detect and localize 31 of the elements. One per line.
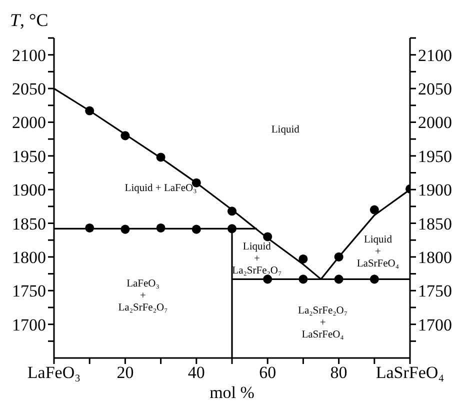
x-tick-label: 80 — [330, 363, 348, 382]
y2-tick-label: 1700 — [418, 315, 452, 334]
y2-tick-label: 1800 — [418, 248, 452, 267]
y-tick-label: 1800 — [12, 248, 46, 267]
y2-tick-label: 2050 — [418, 80, 452, 99]
y2-tick-label: 1950 — [418, 146, 452, 166]
y-tick-label: 1850 — [12, 214, 46, 234]
x-tick-label: LaFeO₃ — [27, 363, 81, 382]
x-tick-label: 60 — [259, 363, 276, 382]
y-axis-title: T, °C — [10, 10, 48, 30]
y-tick-label: 1700 — [12, 315, 46, 334]
y-tick-label: 1750 — [12, 282, 46, 301]
y-tick-label: 2050 — [12, 80, 46, 99]
y2-tick-label: 1900 — [418, 180, 452, 200]
y2-tick-label: 2100 — [418, 46, 452, 65]
annotation: La₂SrFe₂O₇ + LaSrFeO₄ — [298, 305, 348, 340]
annotation: Liquid — [271, 124, 300, 136]
y-tick-label: 2000 — [12, 113, 46, 132]
annotation: Liquid + LaFeO₃ — [124, 183, 198, 194]
x-tick-label: LaSrFeO₄ — [376, 363, 444, 382]
x-tick-label: 40 — [188, 363, 205, 382]
x-axis-title: mol % — [210, 383, 254, 402]
y2-tick-label: 2000 — [418, 113, 452, 132]
y-tick-label: 1950 — [12, 146, 46, 166]
x-tick-label: 20 — [116, 363, 134, 382]
y2-tick-label: 1750 — [418, 282, 452, 301]
annotation: Liquid + LaSrFeO₄ — [356, 234, 400, 270]
annotation: LaFeO₃ + La₂SrFe₂O₇ — [118, 278, 168, 314]
y-tick-label: 1900 — [12, 180, 46, 200]
y-tick-label: 2100 — [12, 46, 46, 65]
y2-tick-label: 1850 — [418, 214, 452, 234]
